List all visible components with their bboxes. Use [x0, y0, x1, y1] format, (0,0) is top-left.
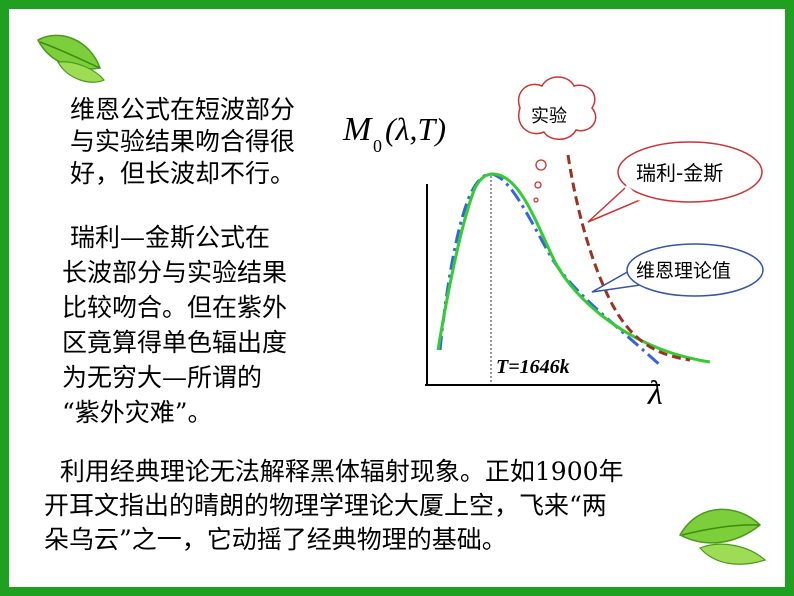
conclusion-paragraph-line: 开耳文指出的晴朗的物理学理论大厦上空，飞来“两	[44, 491, 607, 520]
wien-paragraph: 维恩公式在短波部分 与实验结果吻合得很 好，但长波却不行。	[70, 94, 295, 190]
experiment-callout-text: 实验	[531, 106, 567, 127]
y-axis-label-args: (λ,T)	[385, 111, 446, 147]
wien-paragraph-line: 与实验结果吻合得很	[70, 127, 296, 156]
rayleigh-paragraph-line: 长波部分与实验结果	[62, 258, 288, 287]
conclusion-paragraph-line: 利用经典理论无法解释黑体辐射现象。正如1900年	[44, 457, 624, 486]
leaf-logo-bottom-right	[678, 508, 767, 565]
wien-paragraph-line: 维恩公式在短波部分	[70, 95, 296, 124]
conclusion-paragraph: 利用经典理论无法解释黑体辐射现象。正如1900年 开耳文指出的晴朗的物理学理论大…	[44, 455, 624, 557]
y-axis-label-sub: 0	[373, 136, 382, 156]
temperature-label: T=1646k	[496, 356, 570, 378]
rayleigh-jeans-callout-text: 瑞利-金斯	[636, 161, 723, 185]
rayleigh-paragraph-line: 区竟算得单色辐出度	[62, 328, 288, 357]
y-axis-label-main: M	[342, 111, 373, 148]
experiment-curve	[436, 172, 711, 364]
wien-paragraph-line: 好，但长波却不行。	[70, 159, 296, 188]
rayleigh-jeans-callout: 瑞利-金斯	[587, 141, 763, 223]
rayleigh-paragraph-line: “紫外灾难”。	[62, 398, 213, 427]
conclusion-paragraph-line: 朵乌云”之一，它动摇了经典物理的基础。	[44, 525, 507, 554]
rayleigh-paragraph: 瑞利—金斯公式在 长波部分与实验结果 比较吻合。但在紫外 区竟算得单色辐出度 为…	[62, 220, 287, 430]
x-axis-label: λ	[647, 375, 663, 412]
experiment-callout: 实验	[517, 76, 597, 203]
leaf-logo-top-left	[37, 34, 105, 83]
rayleigh-paragraph-line: 比较吻合。但在紫外	[62, 293, 288, 322]
rayleigh-paragraph-line: 瑞利—金斯公式在	[62, 223, 270, 252]
rayleigh-paragraph-line: 为无穷大—所谓的	[62, 363, 263, 392]
wien-callout-text: 维恩理论值	[636, 260, 731, 282]
wien-callout: 维恩理论值	[591, 243, 764, 297]
